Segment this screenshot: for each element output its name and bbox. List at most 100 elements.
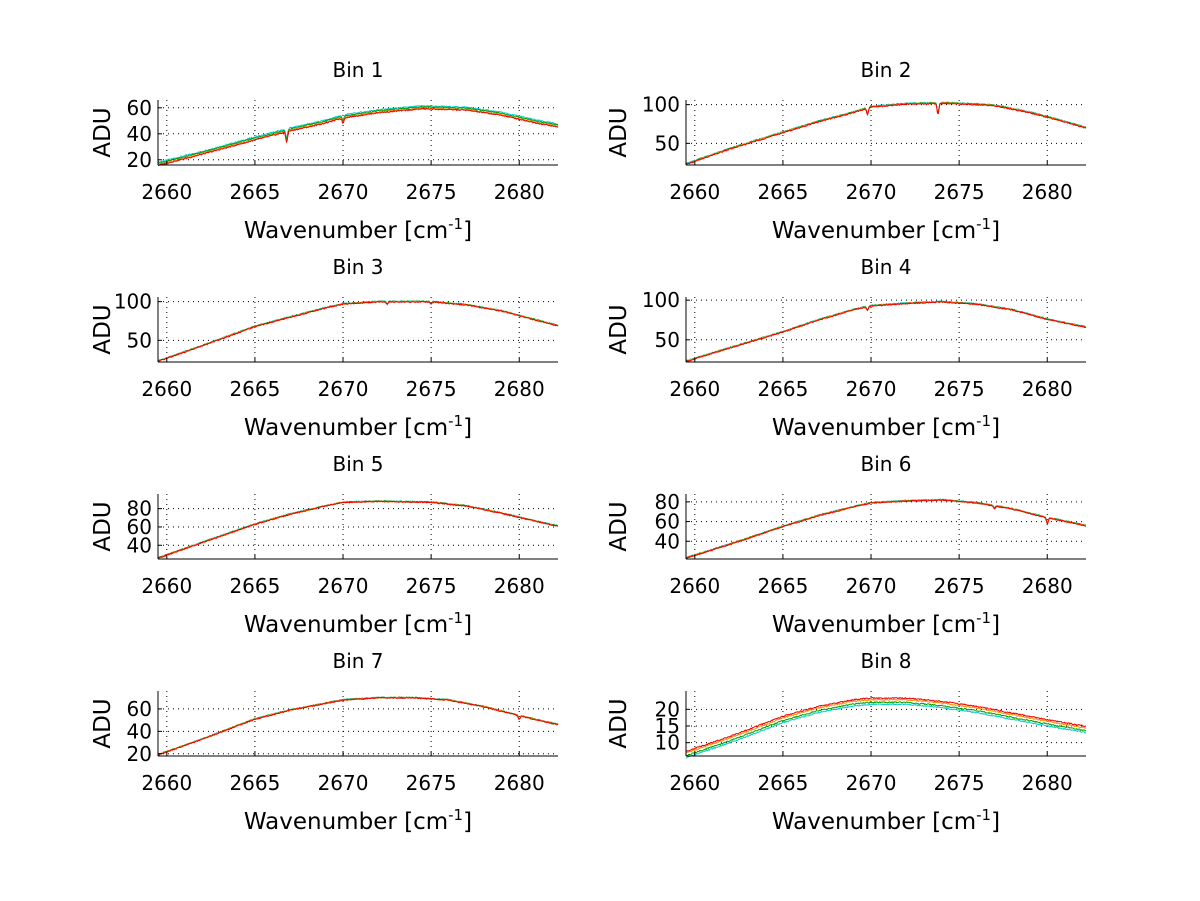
x-tick-label: 2660 (669, 180, 720, 204)
subplot-bin-2: 2660 2665 2670 2675 2680 50 100 Bin 2 Wavenumber… (606, 58, 1087, 244)
x-tick-label: 2665 (229, 377, 280, 401)
x-tick-label: 2660 (141, 180, 192, 204)
x-axis-label-end: ] (463, 218, 472, 244)
subplot-bin-3: 2660 2665 2670 2675 2680 50 100 Bin 3 Wavenumber… (90, 255, 559, 441)
x-tick-label: 2680 (494, 771, 545, 795)
y-axis-label: ADU (90, 304, 116, 354)
x-tick-label: 2675 (934, 771, 985, 795)
x-tick-label: 2675 (406, 377, 457, 401)
x-axis-label-superscript: -1 (448, 215, 463, 233)
y-tick-label: 80 (127, 497, 152, 521)
x-tick-label: 2670 (318, 180, 369, 204)
x-tick-label: 2670 (846, 771, 897, 795)
y-tick-label: 15 (655, 714, 680, 738)
x-axis-label-end: ] (463, 415, 472, 441)
series-line-3 (685, 698, 1087, 754)
x-tick-label: 2670 (318, 377, 369, 401)
x-tick-label: 2665 (229, 180, 280, 204)
y-axis-label: ADU (90, 698, 116, 748)
x-tick-label: 2670 (846, 574, 897, 598)
y-axis-label: ADU (606, 304, 632, 354)
series-line-4 (157, 696, 559, 756)
x-axis-label-main: Wavenumber [cm (244, 612, 448, 638)
x-tick-label: 2675 (406, 771, 457, 795)
x-tick-label: 2670 (318, 771, 369, 795)
x-axis-label-main: Wavenumber [cm (772, 612, 976, 638)
y-tick-label: 40 (655, 529, 680, 553)
series-line-4 (685, 102, 1087, 165)
x-tick-label: 2670 (318, 574, 369, 598)
x-axis-label-superscript: -1 (448, 806, 463, 824)
y-tick-label: 100 (642, 93, 680, 117)
y-tick-label: 60 (127, 697, 152, 721)
y-tick-label: 40 (127, 533, 152, 557)
subplot-title: Bin 6 (860, 452, 911, 476)
x-tick-label: 2660 (669, 771, 720, 795)
x-tick-label: 2660 (669, 377, 720, 401)
x-axis-label: Wavenumber [cm-1] (244, 609, 472, 638)
x-tick-label: 2680 (1022, 377, 1073, 401)
series-line-2 (157, 105, 559, 165)
x-tick-label: 2665 (757, 771, 808, 795)
x-axis-label-main: Wavenumber [cm (244, 809, 448, 835)
x-tick-label: 2660 (669, 574, 720, 598)
x-axis-label-end: ] (991, 809, 1000, 835)
series-line-2 (685, 701, 1087, 757)
series-line-3 (157, 107, 559, 166)
x-axis-label: Wavenumber [cm-1] (772, 609, 1000, 638)
y-tick-label: 40 (127, 719, 152, 743)
series-line-4 (685, 696, 1086, 753)
x-axis-label: Wavenumber [cm-1] (244, 806, 472, 835)
y-tick-label: 100 (642, 288, 680, 312)
x-axis-label-main: Wavenumber [cm (772, 415, 976, 441)
y-axis-label: ADU (606, 698, 632, 748)
x-axis-label-main: Wavenumber [cm (244, 218, 448, 244)
x-axis-label: Wavenumber [cm-1] (772, 215, 1000, 244)
x-tick-label: 2675 (934, 377, 985, 401)
y-tick-label: 20 (127, 742, 152, 766)
y-tick-label: 80 (655, 490, 680, 514)
x-tick-label: 2680 (494, 180, 545, 204)
x-tick-label: 2670 (846, 377, 897, 401)
x-tick-label: 2675 (406, 180, 457, 204)
x-tick-label: 2680 (1022, 180, 1073, 204)
x-tick-label: 2665 (757, 574, 808, 598)
x-tick-label: 2680 (494, 574, 545, 598)
x-tick-label: 2660 (141, 377, 192, 401)
subplot-title: Bin 7 (332, 649, 383, 673)
x-tick-label: 2665 (229, 771, 280, 795)
subplot-bin-4: 2660 2665 2670 2675 2680 50 100 Bin 4 Wavenumber… (606, 255, 1087, 441)
x-axis-label-end: ] (991, 415, 1000, 441)
subplot-title: Bin 4 (860, 255, 911, 279)
y-tick-label: 20 (655, 697, 680, 721)
y-axis-label: ADU (606, 107, 632, 157)
y-tick-label: 60 (127, 96, 152, 120)
x-tick-label: 2665 (757, 180, 808, 204)
y-tick-label: 10 (655, 731, 680, 755)
y-axis-label: ADU (606, 501, 632, 551)
x-tick-label: 2675 (934, 180, 985, 204)
subplot-title: Bin 5 (332, 452, 383, 476)
x-tick-label: 2675 (934, 574, 985, 598)
x-tick-label: 2670 (846, 180, 897, 204)
x-tick-label: 2680 (1022, 771, 1073, 795)
y-tick-label: 20 (127, 148, 152, 172)
subplot-title: Bin 3 (332, 255, 383, 279)
subplot-title: Bin 8 (860, 649, 911, 673)
x-axis-label-main: Wavenumber [cm (772, 809, 976, 835)
x-axis-label: Wavenumber [cm-1] (772, 412, 1000, 441)
series-line-1 (157, 104, 559, 164)
x-tick-label: 2675 (406, 574, 457, 598)
subplot-title: Bin 1 (332, 58, 383, 82)
x-axis-label-superscript: -1 (448, 412, 463, 430)
x-axis-label-end: ] (463, 612, 472, 638)
x-tick-label: 2665 (229, 574, 280, 598)
x-axis-label-end: ] (463, 809, 472, 835)
series-line-4 (685, 301, 1087, 362)
